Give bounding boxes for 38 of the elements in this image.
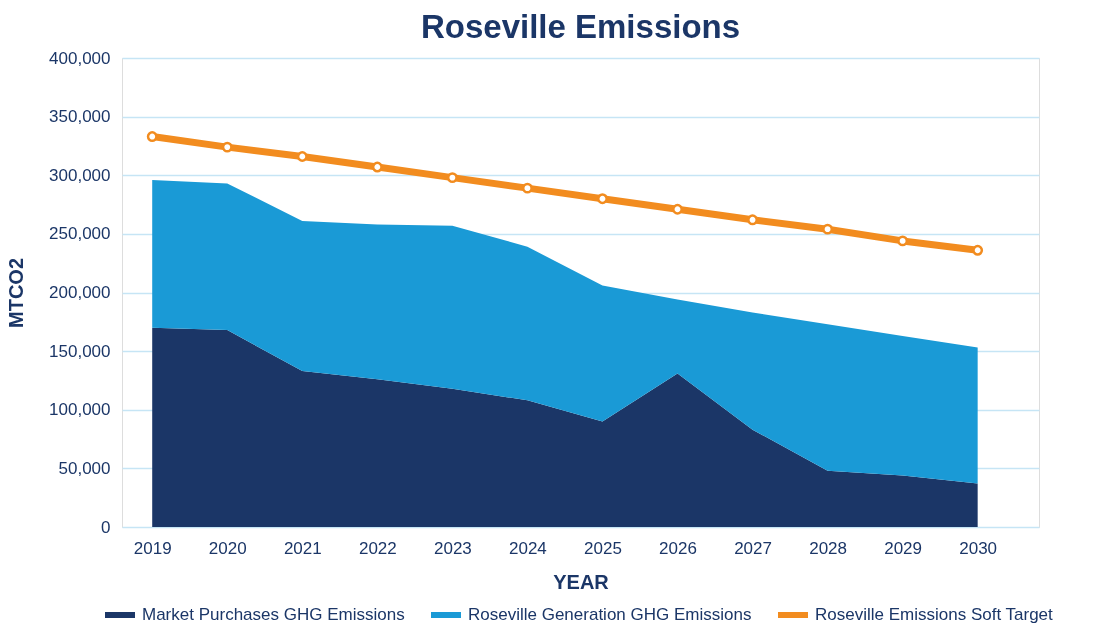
point: [822, 223, 834, 235]
point: [972, 244, 984, 256]
point: [446, 172, 458, 184]
x-tick-label: 2023: [433, 538, 472, 558]
y-tick-label: 100,000: [49, 400, 111, 420]
x-tick-label: 2020: [208, 538, 247, 558]
point: [597, 193, 608, 205]
x-tick-label: 2026: [659, 538, 697, 558]
y-tick-label: 0: [101, 517, 111, 537]
x-tick-label: 2024: [509, 538, 547, 558]
y-tick-label: 300,000: [49, 165, 111, 185]
y-tick-label: 400,000: [49, 48, 111, 68]
legend-label: Roseville Emissions Soft Target: [815, 605, 1054, 624]
y-tick-label: 250,000: [49, 224, 111, 244]
y-tick-label: 350,000: [49, 107, 111, 127]
legend-label: Roseville Generation GHG Emissions: [468, 605, 752, 624]
x-axis-title: YEAR: [553, 570, 610, 593]
x-tick-label: 2030: [959, 538, 998, 558]
point: [672, 203, 683, 215]
point: [146, 131, 158, 142]
x-tick-label: 2027: [734, 538, 772, 558]
y-axis-title: MTCO2: [5, 258, 28, 328]
y-tick-label: 150,000: [49, 341, 111, 361]
x-tick-label: 2025: [584, 538, 622, 558]
point: [221, 141, 233, 153]
y-tick-label: 200,000: [49, 283, 111, 302]
point: [371, 161, 383, 173]
chart-title: Roseville Emissions: [420, 8, 741, 45]
point: [747, 214, 758, 226]
legend-label: Market Purchases GHG Emissions: [142, 605, 405, 624]
x-tick-label: 2019: [133, 538, 172, 558]
point: [296, 151, 308, 162]
x-tick-label: 2022: [358, 538, 397, 558]
x-tick-label: 2029: [884, 538, 923, 558]
x-tick-label: 2021: [283, 538, 322, 558]
point: [521, 182, 533, 194]
y-tick-label: 50,000: [58, 458, 111, 478]
x-tick-label: 2028: [809, 538, 847, 558]
